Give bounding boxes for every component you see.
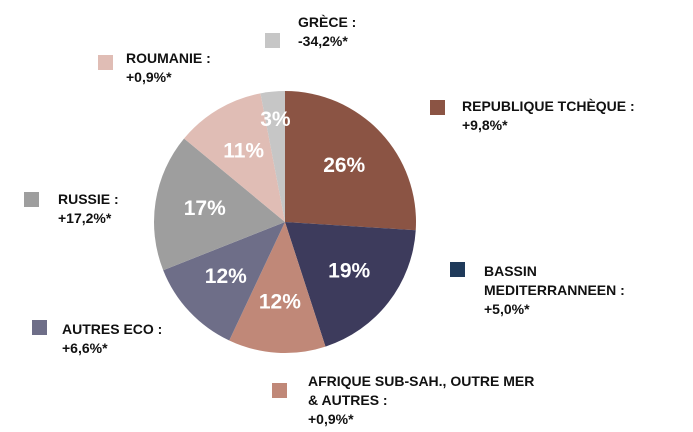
slice-label: 3% bbox=[260, 108, 291, 131]
pie-slice bbox=[285, 91, 417, 231]
legend-change: +17,2%* bbox=[58, 210, 112, 226]
legend-name: AFRIQUE SUB-SAH., OUTRE MER & AUTRES : bbox=[308, 373, 535, 408]
legend-swatch bbox=[24, 192, 39, 207]
legend-change: +9,8%* bbox=[462, 117, 508, 133]
legend-swatch bbox=[430, 100, 445, 115]
legend-swatch bbox=[272, 383, 287, 398]
pie-slice bbox=[163, 222, 285, 341]
legend-name: ROUMANIE : bbox=[126, 50, 211, 66]
slice-label: 19% bbox=[328, 259, 370, 282]
legend-name: AUTRES ECO : bbox=[62, 321, 163, 337]
pie-slice bbox=[285, 222, 416, 347]
slice-label: 12% bbox=[259, 291, 301, 314]
legend-name: GRÈCE : bbox=[298, 14, 357, 30]
legend-swatch bbox=[98, 55, 113, 70]
legend-item: REPUBLIQUE TCHÈQUE : +9,8%* bbox=[462, 97, 635, 135]
slice-label: 17% bbox=[184, 197, 226, 220]
pie-slice bbox=[184, 93, 285, 222]
legend-name: BASSIN MEDITERRANNEEN : bbox=[484, 263, 625, 298]
legend-change: -34,2%* bbox=[298, 33, 348, 49]
legend-item: AFRIQUE SUB-SAH., OUTRE MER & AUTRES : +0… bbox=[308, 372, 534, 429]
legend-name: REPUBLIQUE TCHÈQUE : bbox=[462, 98, 635, 114]
legend-change: +6,6%* bbox=[62, 340, 108, 356]
legend-item: RUSSIE : +17,2%* bbox=[58, 190, 119, 228]
slice-label: 11% bbox=[223, 140, 264, 163]
slice-label: 12% bbox=[205, 265, 247, 288]
legend-item: GRÈCE : -34,2%* bbox=[298, 13, 356, 51]
slice-label: 26% bbox=[323, 154, 365, 177]
pie-slice bbox=[260, 91, 285, 222]
legend-swatch bbox=[265, 33, 280, 48]
legend-change: +0,9%* bbox=[308, 411, 354, 427]
legend-change: +0,9%* bbox=[126, 69, 172, 85]
legend-item: AUTRES ECO : +6,6%* bbox=[62, 320, 162, 358]
legend-swatch bbox=[32, 320, 47, 335]
pie-slice bbox=[154, 138, 285, 271]
legend-name: RUSSIE : bbox=[58, 191, 119, 207]
legend-change: +5,0%* bbox=[484, 301, 530, 317]
legend-item: BASSIN MEDITERRANNEEN : +5,0%* bbox=[484, 262, 625, 319]
pie-slice bbox=[229, 222, 326, 353]
legend-swatch bbox=[450, 262, 465, 277]
legend-item: ROUMANIE : +0,9%* bbox=[126, 49, 211, 87]
